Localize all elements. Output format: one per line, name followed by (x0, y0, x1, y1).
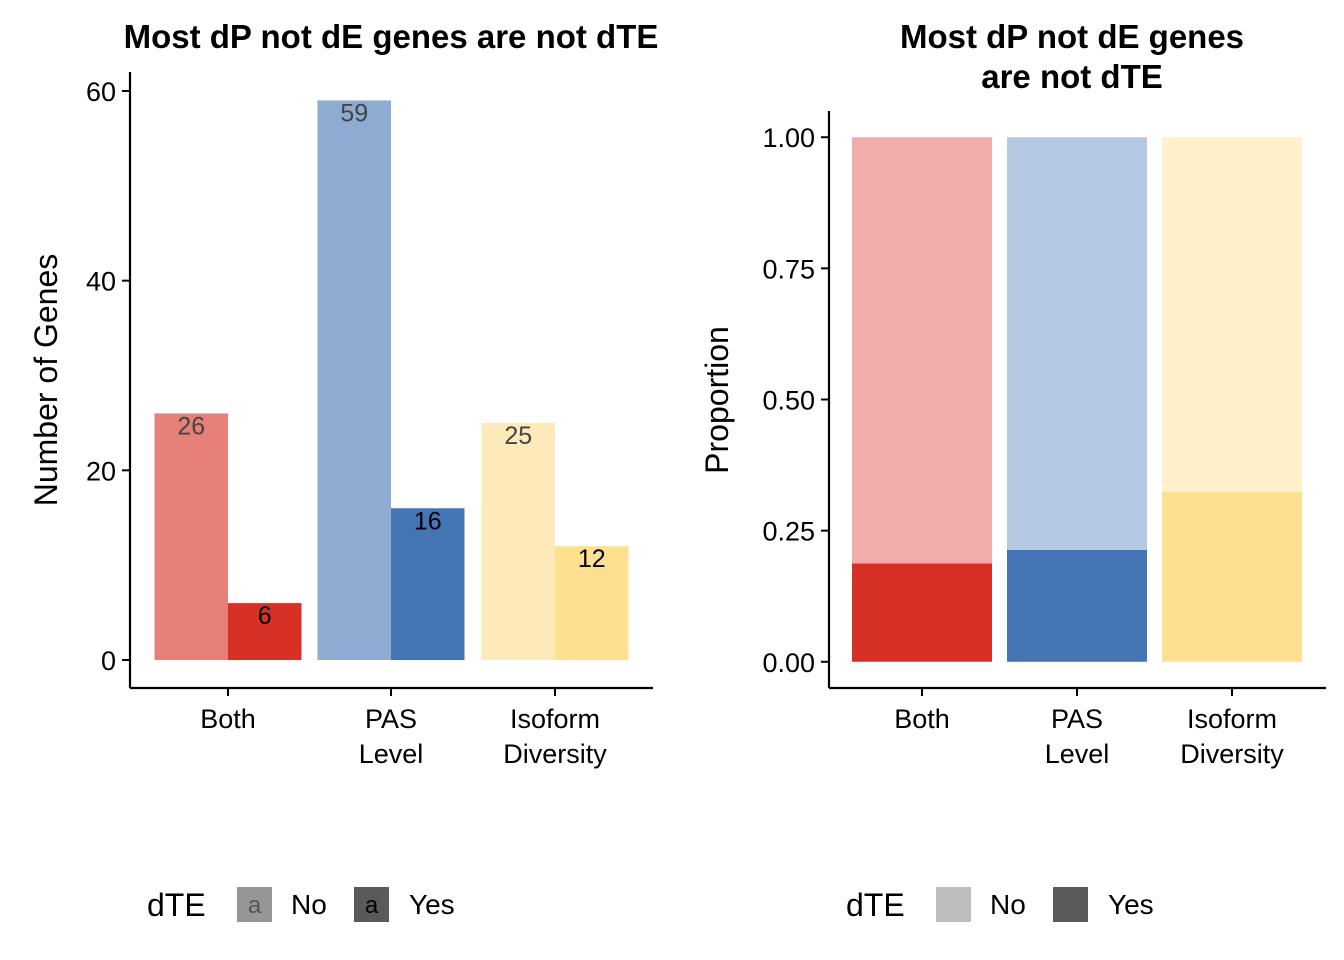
right-y-tick-label: 0.50 (762, 386, 815, 416)
right-y-tick-label: 0.25 (762, 517, 815, 547)
left-legend-key-no (237, 887, 272, 922)
stacked-bar-both-no (852, 137, 992, 564)
left-legend-key-yes (354, 887, 389, 922)
right-y-axis-title: Proportion (699, 326, 735, 474)
left-legend-key-glyph-yes: a (365, 892, 379, 919)
left-y-tick-label: 60 (86, 77, 116, 107)
right-y-tick-label: 0.00 (762, 648, 815, 678)
data-label-both-yes: 6 (258, 602, 272, 630)
right-legend-label-no: No (990, 889, 1026, 920)
bar-both-no (154, 413, 228, 661)
right-legend-label-yes: Yes (1108, 889, 1154, 920)
right-x-tick-label-isoform-diversity: Isoform Diversity (1180, 704, 1284, 769)
left-legend-label-yes: Yes (409, 889, 455, 920)
right-panel-proportion-chart: Most dP not dE genes are not dTE 0.00 0.25 0… (699, 18, 1326, 923)
data-label-pas-level-yes: 16 (414, 507, 442, 535)
left-y-tick-label: 20 (86, 456, 116, 486)
right-chart-title: Most dP not dE genes are not dTE (900, 18, 1244, 95)
data-label-both-no: 26 (177, 412, 205, 440)
left-x-tick-label-both: Both (200, 704, 256, 734)
right-y-tick-label: 1.00 (762, 123, 815, 153)
stacked-bar-isoform-diversity-no (1162, 137, 1302, 492)
left-chart-title: Most dP not dE genes are not dTE (124, 18, 659, 55)
stacked-bar-isoform-diversity-yes (1162, 491, 1302, 662)
data-label-isoform-diversity-no: 25 (504, 422, 532, 450)
left-panel-count-chart: Most dP not dE genes are not dTE 26 6 59 16 2… (28, 18, 658, 923)
left-legend-label-no: No (291, 889, 327, 920)
bar-both-yes (228, 603, 302, 661)
left-x-tick-label-isoform-diversity: Isoform Diversity (503, 704, 607, 769)
stacked-bar-both-yes (852, 563, 992, 662)
data-label-isoform-diversity-yes: 12 (578, 545, 606, 573)
left-y-axis-title: Number of Genes (28, 254, 64, 507)
right-legend-key-yes (1053, 887, 1088, 922)
left-x-tick-label-pas-level: PAS Level (359, 704, 424, 769)
stacked-bar-pas-level-yes (1007, 549, 1147, 662)
bar-pas-level-no (317, 100, 391, 661)
right-x-tick-label-pas-level: PAS Level (1045, 704, 1110, 769)
right-y-tick-label: 0.75 (762, 254, 815, 284)
right-legend-title: dTE (846, 887, 905, 923)
data-label-pas-level-no: 59 (340, 99, 368, 127)
left-legend-key-glyph-no: a (248, 892, 262, 919)
right-legend-key-no (936, 887, 971, 922)
right-x-tick-label-both: Both (894, 704, 950, 734)
left-y-tick-label: 0 (101, 646, 116, 676)
left-legend-title: dTE (147, 887, 206, 923)
bar-pas-level-yes (391, 508, 465, 661)
bar-isoform-diversity-no (481, 422, 555, 661)
left-y-tick-label: 40 (86, 267, 116, 297)
bar-isoform-diversity-yes (555, 546, 629, 661)
stacked-bar-pas-level-no (1007, 137, 1147, 550)
